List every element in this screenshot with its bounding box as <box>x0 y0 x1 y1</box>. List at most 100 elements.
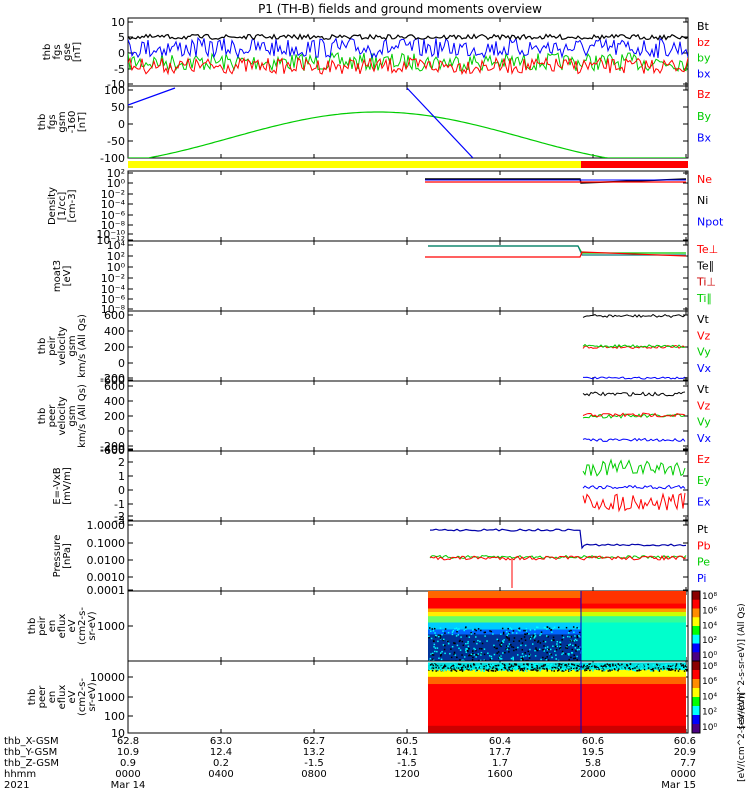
spectrogram-speckle <box>447 642 450 645</box>
spectrogram-speckle <box>461 670 464 672</box>
spectrogram-speckle <box>465 635 468 637</box>
spectrogram-speckle <box>498 665 500 668</box>
spectrogram-speckle <box>472 663 475 665</box>
spectrogram-speckle <box>490 669 493 672</box>
y-axis-label-line: en <box>47 620 58 633</box>
spectrogram-speckle <box>662 665 665 668</box>
spectrogram-speckle <box>569 640 572 642</box>
spectrogram-speckle <box>628 665 631 667</box>
x-row-value: 0000 <box>115 769 140 780</box>
spectrogram-speckle <box>539 667 541 669</box>
spectrogram-speckle <box>531 643 534 645</box>
spectrogram-speckle <box>597 664 600 667</box>
spectrogram-speckle <box>540 633 542 635</box>
spectrogram-speckle <box>527 666 530 669</box>
spectrogram-speckle <box>512 646 515 649</box>
spectrogram-speckle <box>454 666 457 669</box>
spectrogram-speckle <box>550 629 552 631</box>
spectrogram-speckle <box>502 652 504 654</box>
spectrogram-speckle <box>613 668 616 670</box>
spectrogram-speckle <box>480 651 483 654</box>
spectrogram-speckle <box>509 627 511 629</box>
spectrogram-speckle <box>467 642 469 645</box>
spectrogram-speckle <box>499 666 502 668</box>
spectrogram-speckle <box>485 665 487 667</box>
spectrogram-speckle <box>669 665 672 668</box>
spectrogram-speckle <box>449 667 452 669</box>
spectrogram-speckle <box>604 667 606 669</box>
spectrogram-speckle <box>602 668 605 670</box>
spectrogram-speckle <box>439 637 442 639</box>
ytick-label: 10⁻¹² <box>96 234 125 247</box>
spectrogram-speckle <box>480 654 482 656</box>
spectrogram-speckle <box>631 669 634 671</box>
spectrogram-speckle <box>432 654 435 656</box>
legend-entry: By <box>697 110 712 123</box>
spectrogram-speckle <box>534 663 537 666</box>
spectrogram-speckle <box>576 670 579 672</box>
spectrogram-speckle <box>671 668 674 671</box>
spectrogram-speckle <box>641 664 643 666</box>
spectrogram-speckle <box>495 665 497 668</box>
spectrogram-speckle <box>562 636 565 639</box>
spectrogram-speckle <box>475 649 477 652</box>
spectrogram-speckle <box>656 664 659 666</box>
spectrogram-speckle <box>498 655 501 658</box>
spectrogram-speckle <box>438 635 440 638</box>
spectrogram-speckle <box>443 648 446 651</box>
ytick-label: 0.0001 <box>87 584 126 597</box>
spectrogram-speckle <box>510 664 513 666</box>
spectrogram-speckle <box>677 670 680 672</box>
spectrogram-speckle <box>436 647 439 649</box>
spectrogram-speckle <box>543 650 545 652</box>
spectrogram-speckle <box>473 664 476 666</box>
spectrogram-speckle <box>456 629 459 631</box>
spectrogram-speckle <box>433 664 436 666</box>
spectrogram-speckle <box>508 632 511 634</box>
spectrogram-speckle <box>503 639 505 641</box>
spectrogram-speckle <box>517 629 520 631</box>
series-Vt <box>582 313 686 319</box>
colorbar-tick: 10⁰ <box>702 651 717 661</box>
spectrogram-speckle <box>577 645 580 648</box>
spectrogram-speckle <box>568 653 570 655</box>
spectrogram-band <box>581 612 686 617</box>
spectrogram-speckle <box>456 630 458 633</box>
spectrogram-speckle <box>522 658 524 661</box>
spectrogram-speckle <box>631 666 633 668</box>
spectrogram-speckle <box>564 664 567 666</box>
spectrogram-speckle <box>544 647 547 649</box>
spectrogram-speckle <box>652 664 655 667</box>
spectrogram-speckle <box>567 632 570 634</box>
spectrogram-speckle <box>562 670 565 672</box>
spectrogram-speckle <box>437 640 439 643</box>
spectrogram-speckle <box>443 665 446 668</box>
series-bt <box>128 33 688 41</box>
spectrogram-speckle <box>467 669 470 671</box>
spectrogram-speckle <box>568 658 570 661</box>
spectrogram-speckle <box>508 639 510 641</box>
spectrogram-speckle <box>672 665 675 667</box>
spectrogram-speckle <box>517 628 520 630</box>
spectrogram-speckle <box>521 665 523 667</box>
ytick-label: 10⁰ <box>107 177 126 190</box>
legend-entry: Vz <box>697 329 711 342</box>
y-axis-label-line: thb <box>27 689 38 706</box>
y-axis-label-line: fgs <box>47 114 58 129</box>
spectrogram-speckle <box>568 654 570 656</box>
spectrogram-speckle <box>603 669 605 672</box>
spectrogram-speckle <box>567 653 569 655</box>
spectrogram-speckle <box>570 663 573 665</box>
spectrogram-speckle <box>498 657 500 659</box>
spectrogram-speckle <box>534 635 537 637</box>
spectrogram-speckle <box>553 666 555 668</box>
spectrogram-speckle <box>451 645 454 648</box>
spectrogram-speckle <box>567 667 570 669</box>
spectrogram-speckle <box>577 665 580 667</box>
y-axis-label-line: -160 <box>67 111 78 134</box>
spectrogram-speckle <box>675 668 677 670</box>
spectrogram-band <box>428 669 581 678</box>
spectrogram-speckle <box>631 667 634 670</box>
spectrogram-speckle <box>461 640 464 643</box>
spectrogram-speckle <box>659 667 661 670</box>
